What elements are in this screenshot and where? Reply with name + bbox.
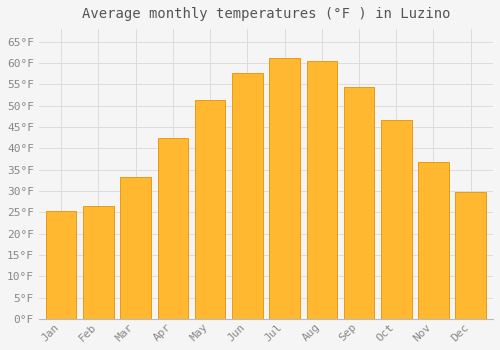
Bar xyxy=(158,138,188,319)
Bar xyxy=(270,58,300,319)
Bar xyxy=(418,162,448,319)
Title: Average monthly temperatures (°F ) in Luzino: Average monthly temperatures (°F ) in Lu… xyxy=(82,7,450,21)
Bar xyxy=(232,73,262,319)
Bar xyxy=(83,205,114,319)
Bar xyxy=(381,120,412,319)
Bar xyxy=(120,176,151,319)
Bar xyxy=(195,100,226,319)
Bar xyxy=(46,211,76,319)
Bar xyxy=(344,88,374,319)
Bar xyxy=(456,192,486,319)
Bar xyxy=(306,61,337,319)
